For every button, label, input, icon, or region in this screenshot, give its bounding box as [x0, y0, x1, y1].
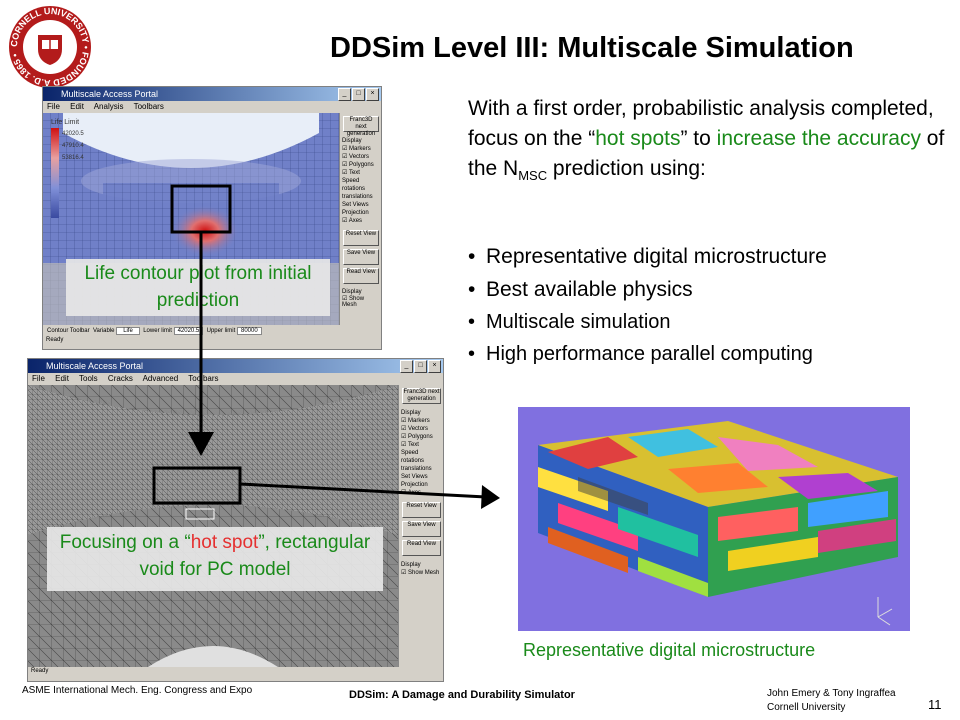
slide-title: DDSim Level III: Multiscale Simulation — [330, 32, 854, 64]
menu-toolbars[interactable]: Toolbars — [188, 374, 219, 383]
variable-select[interactable]: Life — [116, 327, 140, 335]
show-mesh-checkbox[interactable]: ☑ Show Mesh — [401, 570, 440, 576]
read-view-button[interactable]: Read View — [343, 268, 379, 284]
franc3d-button[interactable]: Franc3D next generation — [402, 388, 441, 404]
lower-limit-input[interactable]: 42020.5 — [173, 327, 204, 335]
menu-analysis[interactable]: Analysis — [93, 102, 124, 111]
bullet-item: • High performance parallel computing — [468, 343, 813, 365]
caption-bottom: Focusing on a “hot spot”, rectangular vo… — [47, 527, 383, 591]
cornell-seal-logo: CORNELL UNIVERSITY • FOUNDED A.D. 1865 • — [8, 5, 92, 89]
bottom-app-window: Multiscale Access Portal _ □ × File Edit T… — [27, 358, 444, 682]
show-mesh-checkbox[interactable]: ☑ Show Mesh — [342, 296, 365, 308]
maximize-icon[interactable]: □ — [414, 360, 427, 373]
contour-toolbar: Contour Toolbar Variable Life Lower limi… — [43, 325, 381, 337]
minimize-icon[interactable]: _ — [338, 88, 351, 101]
status-bar: Ready — [46, 337, 64, 343]
vectors-checkbox[interactable]: ☑ Vectors — [401, 426, 429, 432]
intro-paragraph: With a first order, probabilistic analys… — [468, 94, 948, 191]
bullet-item: • Multiscale simulation — [468, 311, 671, 333]
markers-checkbox[interactable]: ☑ Markers — [342, 146, 371, 152]
menu-tools[interactable]: Tools — [79, 374, 98, 383]
menu-bar: File Edit Tools Cracks Advanced Toolbars — [28, 373, 443, 385]
intro-subscript: MSC — [518, 168, 548, 184]
polygons-checkbox[interactable]: ☑ Polygons — [401, 434, 433, 440]
intro-hot-spots: hot spots — [595, 127, 681, 150]
menu-toolbars[interactable]: Toolbars — [133, 102, 164, 111]
minimize-icon[interactable]: _ — [400, 360, 413, 373]
menu-bar: File Edit Analysis Toolbars — [43, 101, 381, 113]
legend-title: Life Limit — [51, 119, 80, 126]
axis-triad-icon — [877, 597, 893, 626]
window-title-bar: Multiscale Access Portal _ □ × — [43, 87, 381, 101]
text-checkbox[interactable]: ☑ Text — [342, 170, 360, 176]
arrow-right-head — [481, 485, 500, 509]
save-view-button[interactable]: Save View — [402, 521, 441, 537]
menu-edit[interactable]: Edit — [55, 374, 69, 383]
save-view-button[interactable]: Save View — [343, 249, 379, 265]
viewport-3d[interactable] — [28, 385, 398, 667]
intro-part1: With a first order, probabilistic analys… — [468, 97, 934, 150]
menu-cracks[interactable]: Cracks — [107, 374, 133, 383]
bullet-item: • Best available physics — [468, 278, 693, 301]
control-panel: Franc3D next generation Display ☑ Marker… — [339, 113, 381, 325]
footer-right: John Emery & Tony Ingraffea Cornell Univ… — [767, 688, 896, 713]
page-number: 11 — [928, 697, 942, 712]
menu-file[interactable]: File — [32, 374, 45, 383]
axes-checkbox[interactable]: ☑ Axes — [342, 218, 363, 224]
status-bar: Ready — [31, 668, 49, 674]
menu-edit[interactable]: Edit — [70, 102, 84, 111]
markers-checkbox[interactable]: ☑ Markers — [401, 418, 430, 424]
intro-accuracy: increase the accuracy — [716, 127, 921, 150]
bullet-list: • Representative digital microstructure •… — [468, 240, 948, 370]
microstructure-image — [518, 407, 910, 631]
legend: Life Limit 42020.5 47910.4 53816.4 — [51, 119, 84, 218]
close-icon[interactable]: × — [428, 360, 441, 373]
reset-view-button[interactable]: Reset View — [343, 230, 379, 246]
polygons-checkbox[interactable]: ☑ Polygons — [342, 162, 374, 168]
menu-file[interactable]: File — [47, 102, 60, 111]
vectors-checkbox[interactable]: ☑ Vectors — [342, 154, 370, 160]
maximize-icon[interactable]: □ — [352, 88, 365, 101]
footer-center: DDSim: A Damage and Durability Simulator — [349, 689, 575, 701]
close-icon[interactable]: × — [366, 88, 379, 101]
intro-part2: ” to — [680, 127, 717, 150]
footer-left: ASME International Mech. Eng. Congress a… — [22, 685, 253, 696]
intro-part3: of the N — [468, 127, 945, 180]
caption-top: Life contour plot from initial predictio… — [66, 259, 330, 316]
microstructure-caption: Representative digital microstructure — [523, 640, 816, 660]
franc3d-button[interactable]: Franc3D next generation — [343, 116, 379, 137]
upper-limit-input[interactable]: 80000 — [236, 327, 262, 335]
axes-checkbox[interactable]: ☑ Axes — [401, 490, 422, 496]
text-checkbox[interactable]: ☑ Text — [401, 442, 419, 448]
control-panel: Franc3D next generation Display ☑ Marker… — [398, 385, 443, 667]
read-view-button[interactable]: Read View — [402, 540, 441, 556]
bullet-item: • Representative digital microstructure — [468, 245, 827, 268]
menu-advanced[interactable]: Advanced — [142, 374, 179, 383]
intro-part4: prediction using: — [547, 157, 706, 180]
reset-view-button[interactable]: Reset View — [402, 502, 441, 518]
window-title-bar: Multiscale Access Portal _ □ × — [28, 359, 443, 373]
